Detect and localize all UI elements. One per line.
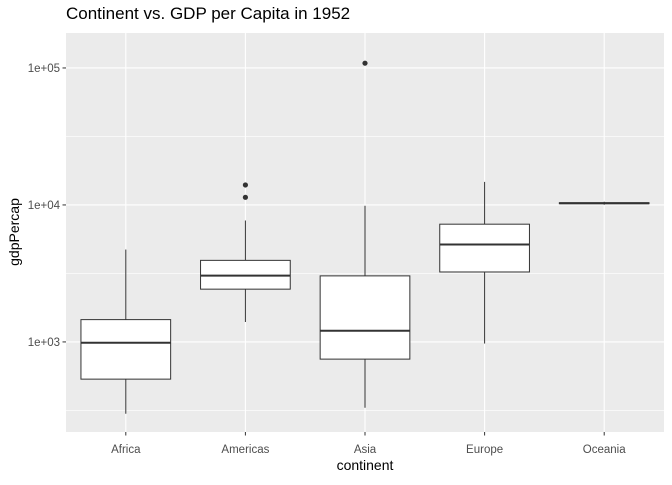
outlier-point — [242, 182, 248, 188]
x-tick-label: Asia — [354, 444, 377, 456]
y-axis-label: gdpPercap — [6, 198, 22, 266]
x-tick-label: Europe — [466, 444, 503, 456]
tick-labels: 1e+03 1e+04 1e+05 Africa Americas Asia Europe O… — [28, 63, 627, 456]
outlier-point — [362, 60, 368, 66]
axis-ticks — [62, 67, 605, 436]
y-tick-label: 1e+03 — [28, 337, 60, 349]
x-axis-label: continent — [337, 457, 394, 473]
boxplot-africa — [80, 249, 172, 414]
x-tick-label: Africa — [111, 444, 141, 456]
box-body — [439, 223, 530, 273]
boxplot-asia — [319, 60, 411, 408]
box-body — [319, 275, 411, 360]
boxplot-europe — [439, 181, 530, 344]
box-body — [80, 319, 172, 380]
outlier-point — [242, 194, 248, 200]
boxplot-oceania — [558, 201, 650, 205]
chart-title: Continent vs. GDP per Capita in 1952 — [66, 4, 351, 23]
x-tick-label: Oceania — [583, 444, 626, 456]
y-tick-label: 1e+04 — [28, 200, 61, 212]
boxplot-americas — [200, 182, 291, 322]
y-tick-label: 1e+05 — [28, 63, 60, 75]
box-marks — [80, 60, 650, 414]
x-tick-label: Americas — [221, 444, 269, 456]
